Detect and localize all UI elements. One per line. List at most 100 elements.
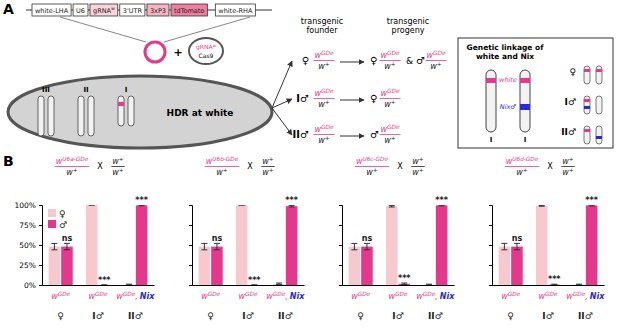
cross-symbol: X [397, 162, 403, 171]
tick-mark [39, 245, 42, 246]
superscript: + [119, 167, 124, 173]
error-bar [401, 283, 407, 285]
superscript: GDe [273, 291, 286, 297]
nucleus-arrow [272, 108, 292, 135]
tick-mark [339, 225, 342, 226]
y-tick [189, 225, 192, 226]
superscript: w [111, 6, 115, 11]
genotype-label: wGDe,Nix [566, 291, 605, 301]
y-tick [489, 285, 492, 286]
sex-symbol: ♀ [302, 55, 309, 66]
significance: *** [398, 274, 411, 283]
x-axis: ♀I♂II♂ [193, 285, 305, 321]
text-part: ♂ [510, 103, 516, 111]
superscript: GDe [387, 124, 400, 130]
error-bar [514, 243, 520, 249]
tick-label: II♂ [278, 311, 293, 321]
superscript: + [419, 156, 424, 162]
segment-box [32, 4, 71, 16]
sex-symbol: ♂ [416, 55, 425, 66]
tick-label: I♂ [392, 311, 403, 321]
cross-symbol: X [247, 162, 253, 171]
error-bar [239, 205, 245, 206]
numerator: w+ [112, 156, 124, 166]
tick-label: 50% [19, 241, 36, 250]
tick-mark [489, 285, 492, 286]
legend-swatch [48, 220, 56, 228]
significance: ns [212, 234, 223, 243]
error-bar [139, 205, 145, 206]
bar [123, 284, 135, 285]
bar [211, 247, 223, 285]
chromosome-label: I [490, 136, 493, 144]
denominator: w+ [216, 167, 228, 177]
denominator: w+ [318, 99, 330, 109]
superscript: + [223, 167, 228, 173]
linkage-title: Genetic linkage of [467, 43, 545, 52]
axis-line [343, 285, 455, 286]
sex-symbol: ♀ [569, 67, 576, 77]
denominator: w+ [516, 167, 528, 177]
panel-label: A [3, 1, 14, 17]
superscript: + [373, 167, 378, 173]
construct-segment: U6 [73, 4, 88, 16]
white-locus [584, 129, 590, 132]
bar [236, 205, 248, 285]
text-part: U6 [76, 7, 85, 15]
superscript: U6b-GDe [212, 156, 238, 162]
tick-label: ♀ [357, 311, 364, 321]
chromosome [520, 70, 530, 132]
sex-symbol: II♂ [293, 129, 309, 140]
significance: *** [548, 275, 561, 284]
error-bar [501, 243, 507, 249]
numerator: wU6a-GDe [56, 156, 89, 166]
construct-segment: 3xP3 [147, 4, 169, 16]
numerator: w+ [412, 156, 424, 166]
y-tick: 75% [19, 221, 42, 230]
construct-segment: white-LHA [32, 4, 71, 16]
nucleus-arrow [272, 99, 292, 108]
segment-label: white-LHA [35, 7, 69, 15]
denominator: w+ [318, 135, 330, 145]
cas9-plasmid [189, 38, 223, 64]
numerator: wGDe [381, 50, 400, 60]
numerator: w+ [262, 156, 274, 166]
legend-swatch [48, 209, 56, 217]
chromosome [584, 66, 590, 84]
error-bar [276, 283, 282, 285]
superscript: + [73, 167, 78, 173]
generation-arrow [340, 136, 364, 137]
bar [61, 247, 73, 285]
bar [399, 284, 411, 285]
text-part: Nix [500, 103, 511, 111]
superscript: + [391, 135, 396, 141]
superscript: GDe [387, 50, 400, 56]
significance: ns [362, 234, 373, 243]
legend-label: ♂ [59, 220, 67, 230]
y-tick: 100% [15, 201, 42, 210]
error-bar [539, 205, 545, 207]
superscript: + [325, 135, 330, 141]
superscript: + [569, 167, 574, 173]
superscript: GDe [58, 291, 71, 297]
tick-mark [189, 285, 192, 286]
superscript: GDe [321, 50, 334, 56]
tick-mark [39, 225, 42, 226]
bar [586, 205, 598, 285]
segment-label: gRNAw [93, 6, 115, 15]
denominator: w+ [262, 167, 274, 177]
chromosome [128, 96, 134, 126]
genotype-label: wGDe [89, 291, 108, 301]
denominator: w+ [66, 167, 78, 177]
fraction-line [55, 166, 89, 167]
tick-label: ♀ [507, 311, 514, 321]
denominator: w+ [384, 135, 396, 145]
chromosome-label: III [42, 86, 50, 94]
white-locus [486, 78, 496, 83]
denominator: w+ [384, 99, 396, 109]
superscript: GDe [245, 291, 258, 297]
error-bar [51, 243, 57, 249]
error-bar [426, 284, 432, 285]
y-tick [489, 265, 492, 266]
text-part: gRNA [93, 7, 112, 15]
